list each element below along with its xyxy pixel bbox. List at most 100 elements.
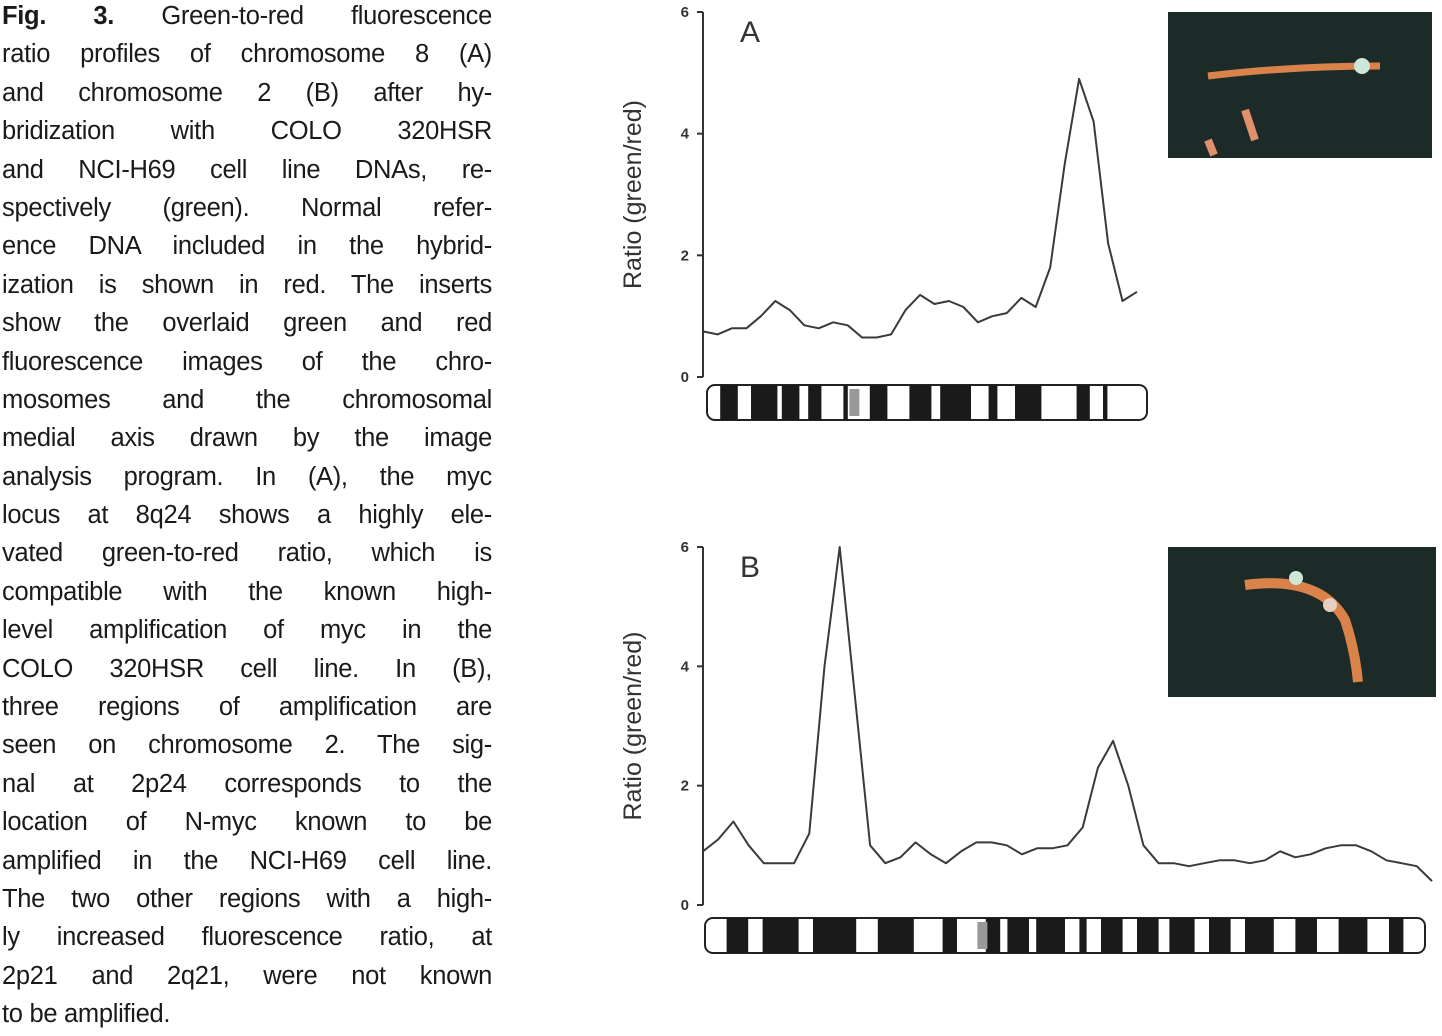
ratio-line — [702, 546, 1433, 882]
ideogram-band — [1338, 918, 1368, 953]
caption-line: ratio profiles of chromosome 8 (A) — [2, 35, 492, 73]
panel-label: A — [740, 16, 760, 49]
caption-text: ence DNA included in the hybrid- — [2, 232, 492, 261]
ideogram-band — [1137, 918, 1159, 953]
caption-line: to be amplified. — [2, 995, 492, 1033]
ideogram-band — [940, 385, 971, 420]
caption-line: ization is shown in red. The inserts — [2, 266, 492, 304]
y-tick-label: 0 — [681, 369, 689, 386]
caption-line: ly increased fluorescence ratio, at — [2, 918, 492, 956]
ideogram-band — [1245, 918, 1274, 953]
ideogram-band — [1007, 918, 1029, 953]
ideogram-band — [985, 918, 1001, 953]
insert-chromosome — [1244, 578, 1363, 683]
ideogram-band — [942, 918, 957, 953]
ideogram-band — [1079, 918, 1087, 953]
ideogram-band — [762, 918, 799, 953]
caption-text: vated green-to-red ratio, which is — [2, 539, 492, 568]
ideogram-band — [877, 918, 914, 953]
y-tick-label: 0 — [681, 897, 689, 914]
y-tick-label: 6 — [681, 539, 689, 556]
caption-line: fluorescence images of the chro- — [2, 343, 492, 381]
ideogram-band — [869, 385, 888, 420]
caption-line: bridization with COLO 320HSR — [2, 112, 492, 150]
ideogram-band — [808, 385, 822, 420]
caption-text: and NCI-H69 cell line DNAs, re- — [2, 155, 492, 184]
insert-image — [1168, 547, 1436, 697]
ratio-line — [702, 77, 1138, 339]
ideogram-band — [1076, 385, 1090, 420]
caption-line: analysis program. In (A), the myc — [2, 458, 492, 496]
ideogram-band — [720, 385, 738, 420]
centromere — [849, 389, 860, 416]
ideogram-band — [1389, 918, 1404, 953]
caption-line: show the overlaid green and red — [2, 304, 492, 342]
ideogram-band — [726, 918, 749, 953]
ideogram-band — [813, 918, 857, 953]
caption-text: ly increased fluorescence ratio, at — [2, 923, 492, 952]
caption-text: The two other regions with a high- — [2, 884, 492, 913]
ideogram-band — [1015, 385, 1042, 420]
caption-line: The two other regions with a high- — [2, 880, 492, 918]
caption-text: analysis program. In (A), the myc — [2, 462, 492, 491]
ideogram-band — [1103, 385, 1108, 420]
caption-text: location of N-myc known to be — [2, 808, 492, 837]
y-tick-label: 4 — [681, 126, 690, 143]
y-axis-label: Ratio (green/red) — [619, 632, 647, 821]
centromere — [977, 922, 988, 949]
caption-text: and chromosome 2 (B) after hy- — [2, 78, 492, 107]
caption-line: Fig. 3. Green-to-red fluorescence — [2, 0, 492, 35]
caption-line: amplified in the NCI-H69 cell line. — [2, 842, 492, 880]
y-tick-label: 2 — [681, 778, 689, 795]
caption-line: seen on chromosome 2. The sig- — [2, 726, 492, 764]
caption-text: fluorescence images of the chro- — [2, 347, 492, 376]
caption-line: 2p21 and 2q21, were not known — [2, 957, 492, 995]
insert-chromosome — [1204, 108, 1259, 157]
caption-line: ence DNA included in the hybrid- — [2, 227, 492, 265]
caption-text: ization is shown in red. The inserts — [2, 270, 492, 299]
ideogram-band — [1169, 918, 1195, 953]
caption-text: 2p21 and 2q21, were not known — [2, 961, 492, 990]
caption-line: level amplification of myc in the — [2, 611, 492, 649]
caption-line: medial axis drawn by the image — [2, 419, 492, 457]
ideogram-band — [751, 385, 778, 420]
caption-text: medial axis drawn by the image — [2, 424, 492, 453]
caption-text: seen on chromosome 2. The sig- — [2, 731, 492, 760]
ideogram-band — [1209, 918, 1231, 953]
caption-text: compatible with the known high- — [2, 577, 492, 606]
caption-text: show the overlaid green and red — [2, 309, 492, 338]
caption-line: locus at 8q24 shows a highly ele- — [2, 496, 492, 534]
insert-spot — [1354, 58, 1370, 74]
caption-line: nal at 2p24 corresponds to the — [2, 765, 492, 803]
insert-spot — [1289, 571, 1303, 585]
ideogram-band — [781, 385, 800, 420]
caption-text: three regions of amplification are — [2, 693, 492, 722]
caption-text: to be amplified. — [2, 1000, 171, 1029]
panel-label: B — [740, 551, 760, 584]
insert-spot — [1323, 598, 1337, 612]
figure-label: Fig. 3. — [2, 2, 115, 30]
caption-line: compatible with the known high- — [2, 573, 492, 611]
y-tick-label: 2 — [681, 247, 689, 264]
caption-text: ratio profiles of chromosome 8 (A) — [2, 40, 492, 69]
y-axis-label: Ratio (green/red) — [619, 100, 647, 289]
caption-text: spectively (green). Normal refer- — [2, 193, 492, 222]
caption-line: mosomes and the chromosomal — [2, 381, 492, 419]
caption-text: amplified in the NCI-H69 cell line. — [2, 846, 492, 875]
caption-text: nal at 2p24 corresponds to the — [2, 769, 492, 798]
y-tick-label: 4 — [681, 658, 690, 675]
ideogram-band — [1101, 918, 1123, 953]
ideogram-band — [1295, 918, 1317, 953]
caption-text: COLO 320HSR cell line. In (B), — [2, 654, 492, 683]
ideogram-band — [909, 385, 932, 420]
caption-line: spectively (green). Normal refer- — [2, 189, 492, 227]
ideogram-band — [843, 385, 848, 420]
caption: Fig. 3. Green-to-red fluorescence ratio p… — [2, 0, 492, 1034]
caption-text: level amplification of myc in the — [2, 616, 492, 645]
caption-line: location of N-myc known to be — [2, 803, 492, 841]
caption-line: vated green-to-red ratio, which is — [2, 534, 492, 572]
caption-text: mosomes and the chromosomal — [2, 385, 492, 414]
ideogram-band — [988, 385, 998, 420]
